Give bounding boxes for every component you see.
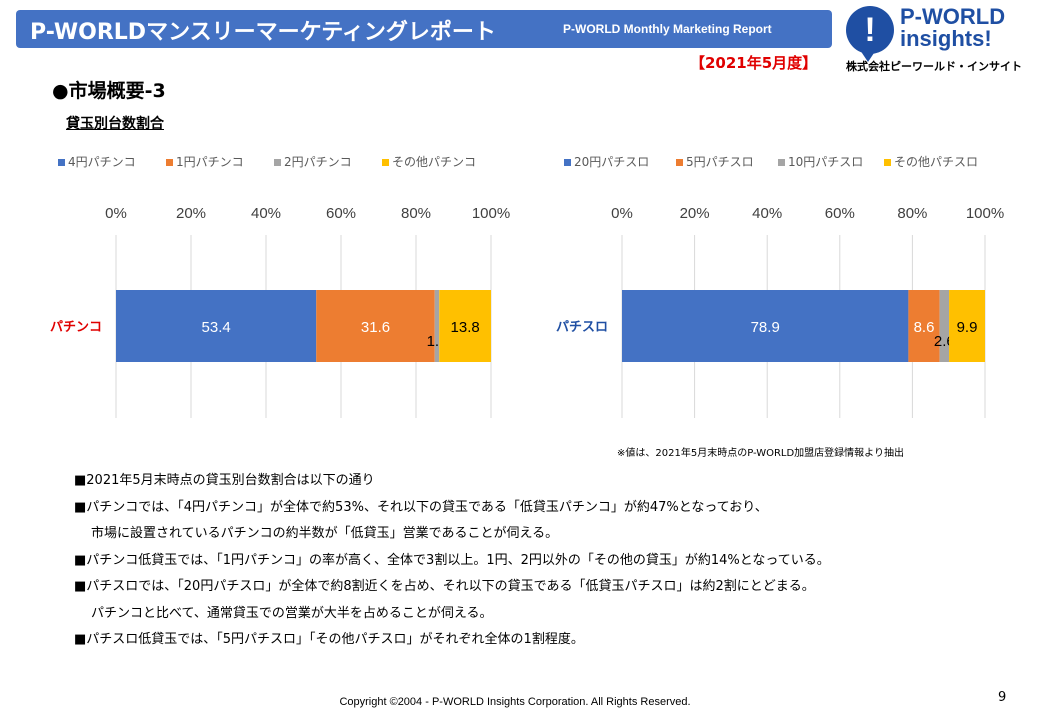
chart-subtitle: 貸玉別台数割合 [66,116,164,132]
section-title: ●市場概要-3 [52,80,166,102]
category-label: パチンコ [50,320,102,335]
bar-segment [434,290,440,362]
x-tick-label: 60% [326,205,356,222]
data-label: 78.9 [751,319,780,336]
bar-segment [439,290,491,362]
x-tick-label: 40% [752,205,782,222]
charts-area: 4円パチンコ 1円パチンコ 2円パチンコ その他パチンコ 0% 20% 40% 60% 80% 1… [50,155,1004,418]
legend-swatch [274,159,281,166]
legend-swatch [778,159,785,166]
bar-segment [316,290,435,362]
legend-swatch [382,159,389,166]
company-name: 株式会社ピーワールド・インサイト [846,60,1022,73]
copyright-footer: Copyright ©2004 - P-WORLD Insights Corpo… [0,696,1040,708]
page-number: 9 [998,690,1007,705]
legend-label: 20円パチスロ [574,155,649,169]
company-logo: ! P-WORLD insights! 株式会社ピーワールド・インサイト [846,4,1026,73]
bullet-item: ■パチンコでは、「4円パチンコ」が全体で約53%、それ以下の貸玉である「低貸玉パ… [74,499,768,515]
bullet-item: パチンコと比べて、通常貸玉での営業が大半を占めることが伺える。 [91,605,493,621]
report-subtitle: P-WORLD Monthly Marketing Report [563,22,772,36]
bullet-list: ■2021年5月末時点の貸玉別台数割合は以下の通り ■パチンコでは、「4円パチン… [74,468,974,654]
data-label: 31.6 [361,319,390,336]
exclamation-icon: ! [846,6,894,62]
data-source-note: ※値は、2021年5月末時点のP-WORLD加盟店登録情報より抽出 [617,448,904,459]
legend-swatch [58,159,65,166]
report-title: P-WORLDマンスリーマーケティングレポート [30,20,496,45]
x-tick-label: 0% [105,205,127,222]
category-label: パチスロ [556,320,608,335]
legend-label: その他パチスロ [894,155,978,169]
report-period: 【2021年5月度】 [690,54,818,72]
bullet-item: ■パチンコ低貸玉では、「1円パチンコ」の率が高く、全体で3割以上。1円、2円以外… [74,552,830,568]
legend-label: 1円パチンコ [176,155,244,169]
x-tick-label: 0% [611,205,633,222]
data-label: 9.9 [957,319,978,336]
bar-segment [908,290,940,362]
legend-label: 10円パチスロ [788,155,863,169]
bar-segment [949,290,985,362]
bar-segment [116,290,317,362]
x-tick-label: 100% [966,205,1004,222]
header-bar [16,10,832,48]
bullet-item: ■パチスロでは、「20円パチスロ」が全体で約8割近くを占め、それ以下の貸玉である… [74,579,815,594]
data-label: 8.6 [914,319,935,336]
legend-swatch [884,159,891,166]
x-tick-label: 60% [825,205,855,222]
x-tick-label: 100% [472,205,510,222]
legend-label: 4円パチンコ [68,155,136,169]
legend-label: 2円パチンコ [284,155,352,169]
bullet-item: 市場に設置されているパチンコの約半数が「低貸玉」営業であることが伺える。 [91,526,559,541]
copyright-text: Copyright ©2004 - P-WORLD Insights Corpo… [339,696,691,708]
bar-segment [939,290,950,362]
legend-swatch [166,159,173,166]
x-tick-label: 40% [251,205,281,222]
legend-swatch [676,159,683,166]
data-label: 53.4 [202,319,231,336]
logo-name: P-WORLD [900,4,1006,29]
bar-segment [622,290,909,362]
legend-label: 5円パチスロ [686,155,754,169]
legend-swatch [564,159,571,166]
x-tick-label: 80% [401,205,431,222]
bullet-item: ■2021年5月末時点の貸玉別台数割合は以下の通り [74,473,375,488]
logo-insights: insights! [900,26,992,51]
data-label: 13.8 [451,319,480,336]
x-tick-label: 20% [176,205,206,222]
legend-label: その他パチンコ [392,155,476,169]
bullet-item: ■パチスロ低貸玉では、「5円パチスロ」「その他パチスロ」がそれぞれ全体の1割程度… [74,632,584,647]
x-tick-label: 20% [680,205,710,222]
x-tick-label: 80% [897,205,927,222]
